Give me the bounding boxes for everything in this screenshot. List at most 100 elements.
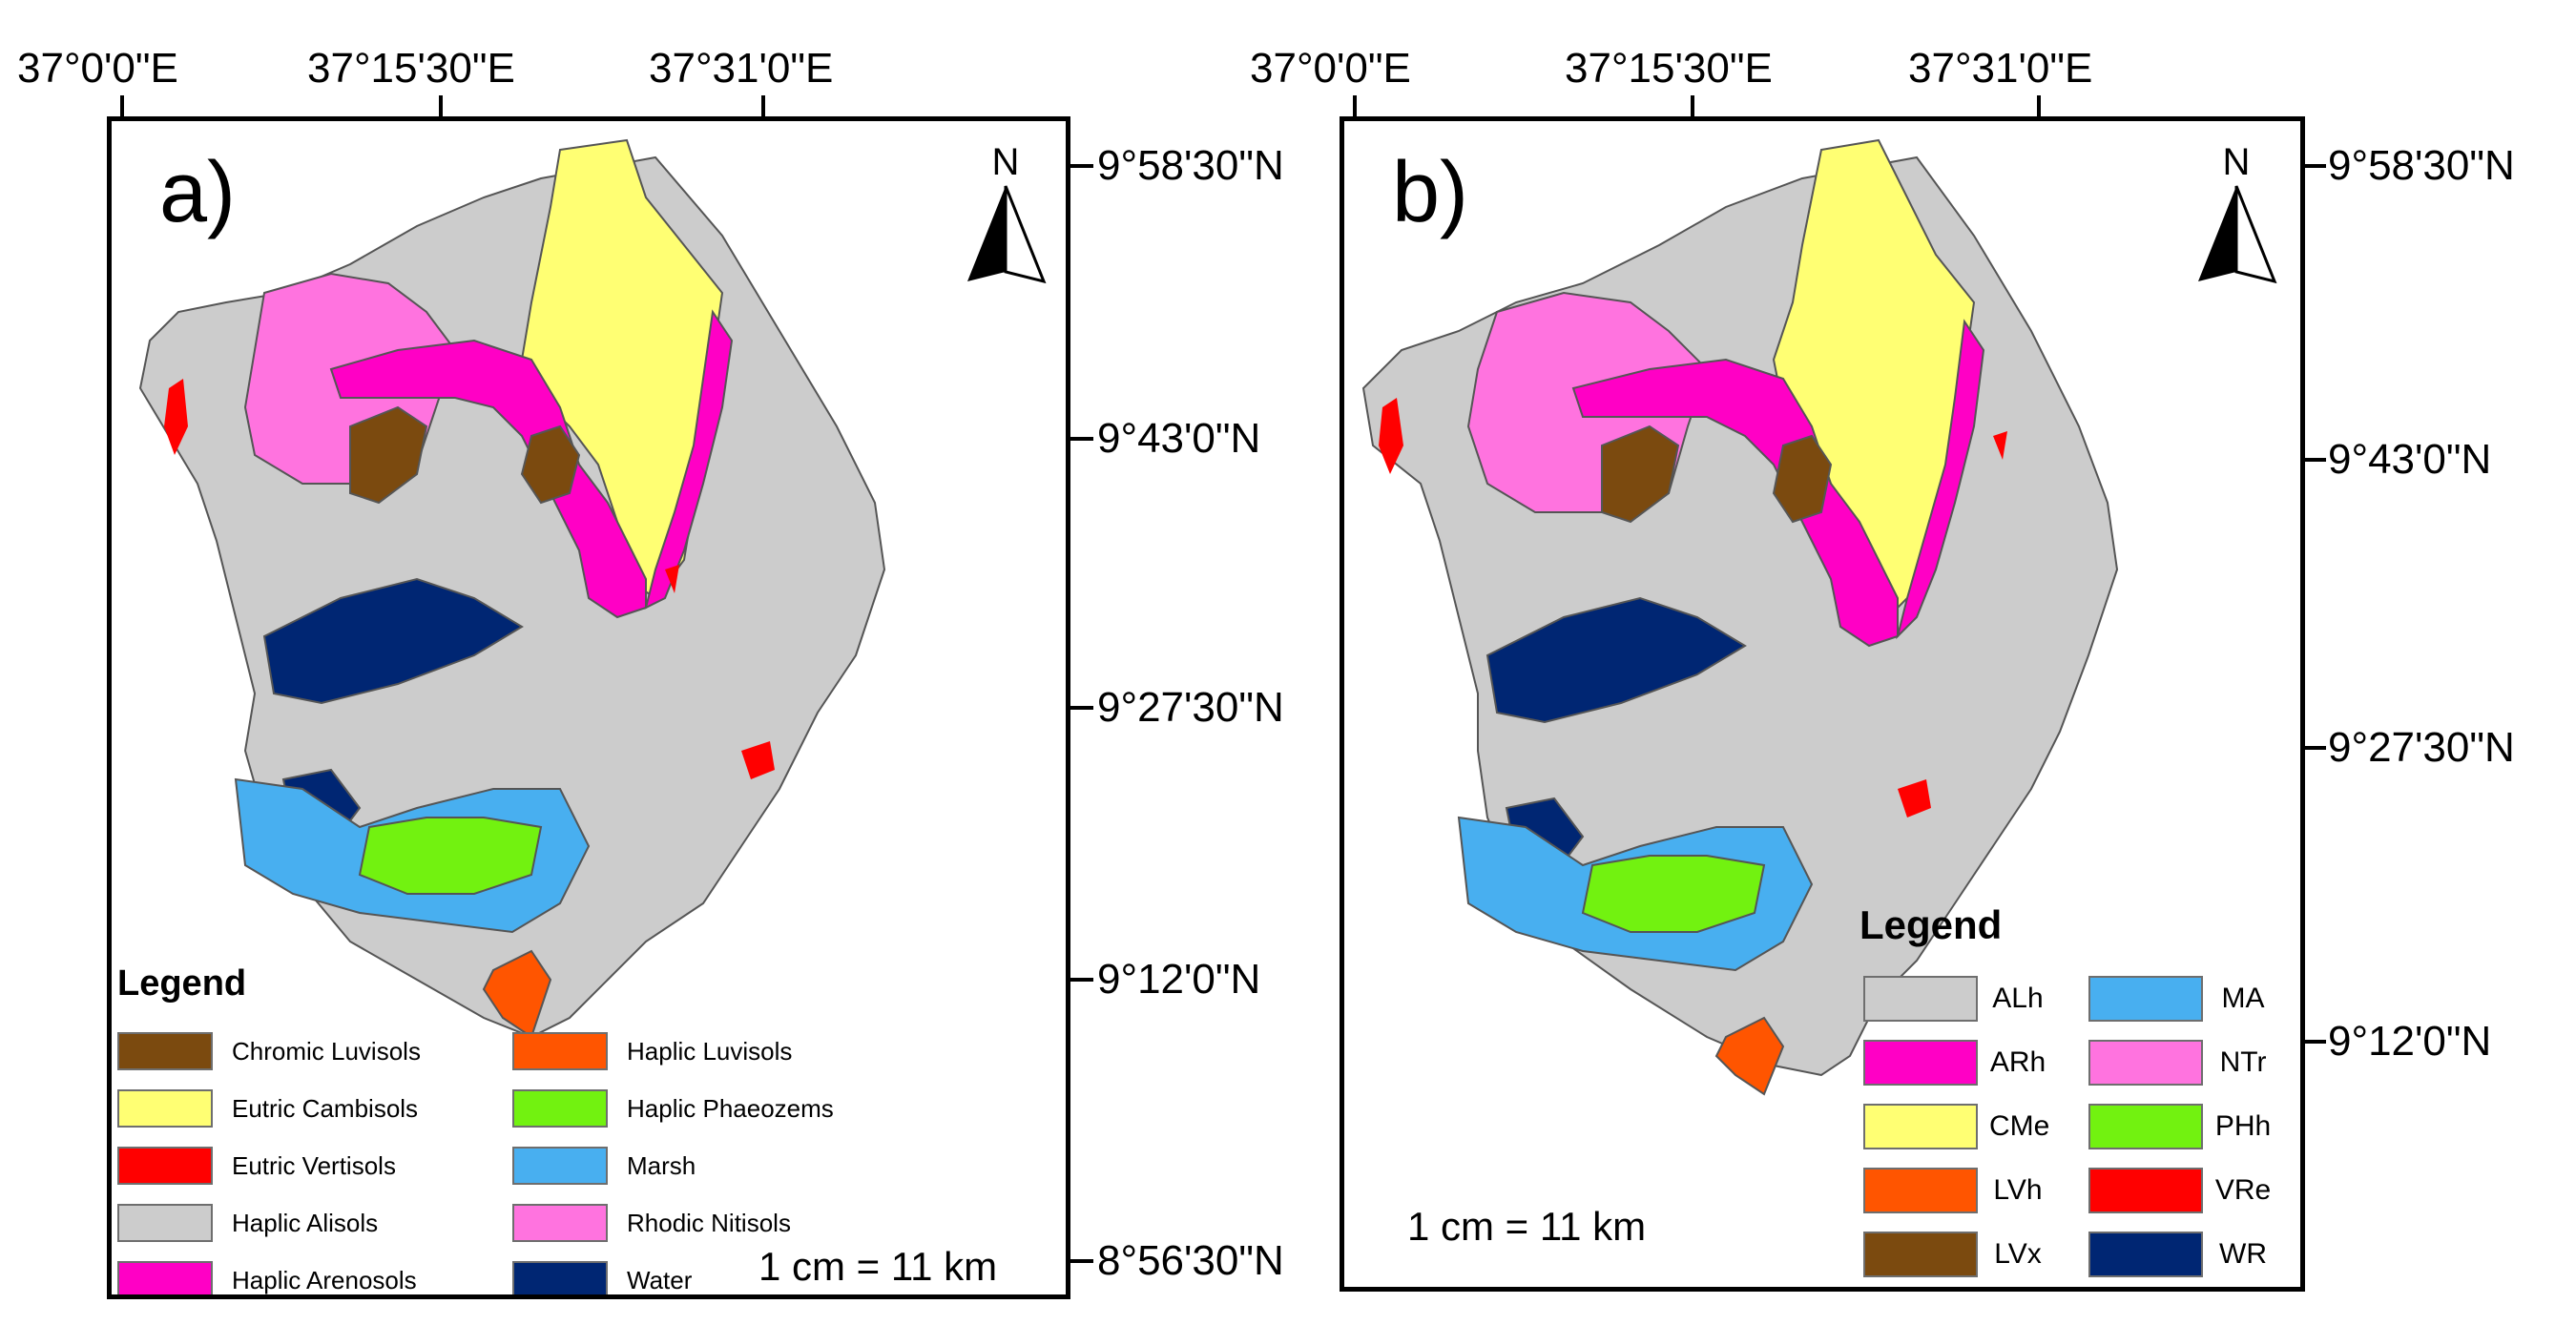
legend-swatch	[117, 1261, 213, 1294]
legend-swatch	[117, 1032, 213, 1070]
legend-item-a-10: Water	[512, 1261, 693, 1294]
lon-label-a-1: 37°0'0"E	[17, 45, 178, 92]
legend-label: Marsh	[627, 1151, 696, 1180]
lat-tick-b-1	[2303, 164, 2326, 168]
north-arrow-icon: N	[2198, 141, 2277, 284]
soil-map-b	[1361, 138, 2119, 1096]
lon-tick-a-3	[761, 95, 765, 118]
legend-swatch	[2088, 976, 2203, 1022]
north-arrow-icon: N	[967, 141, 1047, 284]
legend-label: Haplic Luvisols	[627, 1037, 793, 1066]
legend-item-a-5: Haplic Arenosols	[117, 1261, 417, 1294]
region-vre-b-2	[1898, 779, 1931, 818]
legend-swatch	[2088, 1168, 2203, 1213]
lat-label-a-3: 9°27'30"N	[1097, 684, 1284, 731]
region-arenosols-a	[329, 339, 647, 619]
legend-item-a-4: Haplic Alisols	[117, 1204, 378, 1242]
lat-label-b-4: 9°12'0"N	[2328, 1018, 2492, 1065]
scale-text-a: 1 cm = 11 km	[758, 1244, 998, 1289]
lon-label-a-3: 37°31'0"E	[649, 45, 834, 92]
legend-label: Water	[627, 1266, 693, 1294]
legend-swatch	[2088, 1232, 2203, 1277]
region-phaeozems-a	[358, 817, 543, 895]
legend-swatch	[512, 1032, 608, 1070]
lat-tick-b-4	[2303, 1040, 2326, 1044]
region-vertisols-a-3	[665, 565, 679, 593]
region-wr-b	[1485, 596, 1747, 724]
legend-item-a-3: Eutric Vertisols	[117, 1147, 396, 1185]
lat-tick-a-3	[1069, 706, 1093, 710]
legend-label: Eutric Cambisols	[232, 1094, 419, 1123]
legend-swatch	[1863, 1168, 1978, 1213]
region-vertisols-a-2	[741, 741, 775, 779]
lon-label-b-3: 37°31'0"E	[1908, 45, 2093, 92]
lat-label-a-1: 9°58'30"N	[1097, 142, 1284, 189]
lat-label-a-5: 8°56'30"N	[1097, 1237, 1284, 1284]
legend-title-a: Legend	[117, 963, 247, 1004]
region-arenosols-a-2	[644, 309, 734, 610]
legend-label: WR	[2219, 1238, 2267, 1270]
legend-swatch	[117, 1147, 213, 1185]
legend-label: LVh	[1993, 1174, 2043, 1206]
legend-swatch	[2088, 1104, 2203, 1149]
lon-tick-b-1	[1353, 95, 1357, 118]
region-lvx-b	[1601, 424, 1680, 524]
region-arh-b-2	[1896, 319, 1985, 640]
legend-label: Eutric Vertisols	[232, 1151, 396, 1180]
lon-label-b-2: 37°15'30"E	[1565, 45, 1773, 92]
legend-title-b: Legend	[1859, 902, 2003, 947]
legend-item-b-5: LVx	[1863, 1232, 2046, 1277]
region-vre-b	[1379, 398, 1403, 474]
legend-item-a-6: Haplic Luvisols	[512, 1032, 792, 1070]
legend-label: ALh	[1992, 983, 2044, 1014]
lat-label-b-3: 9°27'30"N	[2328, 724, 2515, 771]
lat-tick-a-5	[1069, 1259, 1093, 1263]
legend-item-a-8: Marsh	[512, 1147, 696, 1185]
lon-tick-b-3	[2037, 95, 2041, 118]
legend-label: CMe	[1989, 1110, 2050, 1142]
lat-tick-b-3	[2303, 746, 2326, 750]
region-vre-b-3	[1993, 431, 2007, 460]
legend-item-b-4: LVh	[1863, 1168, 2046, 1213]
legend-swatch	[512, 1089, 608, 1128]
legend-label: Haplic Phaeozems	[627, 1094, 834, 1123]
region-water-a	[262, 577, 524, 705]
lat-tick-a-2	[1069, 437, 1093, 441]
map-frame-a: a) N Legend Chromic Luvisols Eutric Camb…	[107, 116, 1070, 1299]
lat-label-b-1: 9°58'30"N	[2328, 142, 2515, 189]
lat-tick-b-2	[2303, 458, 2326, 462]
lon-tick-b-2	[1691, 95, 1694, 118]
legend-label: NTr	[2219, 1046, 2267, 1078]
legend-item-b-1: ALh	[1863, 976, 2046, 1022]
scale-text-b: 1 cm = 11 km	[1407, 1204, 1647, 1249]
legend-swatch	[1863, 976, 1978, 1022]
legend-item-b-3: CMe	[1863, 1104, 2050, 1149]
lon-label-a-2: 37°15'30"E	[307, 45, 515, 92]
legend-swatch	[512, 1147, 608, 1185]
legend-swatch	[117, 1089, 213, 1128]
region-chromic-a-2	[520, 424, 581, 505]
region-arh-b	[1571, 358, 1899, 648]
legend-swatch	[1863, 1040, 1978, 1086]
legend-swatch	[512, 1204, 608, 1242]
soil-map-a	[138, 138, 886, 1039]
legend-label: Haplic Arenosols	[232, 1266, 417, 1294]
lat-label-a-2: 9°43'0"N	[1097, 415, 1261, 462]
map-frame-b: b) N 1 cm = 11 km Legend ALh ARh CMe LVh…	[1340, 116, 2305, 1292]
legend-item-b-2: ARh	[1863, 1040, 2046, 1086]
region-lvh-b	[1714, 1016, 1785, 1096]
legend-item-a-2: Eutric Cambisols	[117, 1089, 418, 1128]
legend-item-b-10: WR	[2088, 1232, 2272, 1277]
legend-item-b-6: MA	[2088, 976, 2272, 1022]
lon-label-b-1: 37°0'0"E	[1250, 45, 1411, 92]
region-phh-b	[1581, 855, 1766, 933]
panel-label-b: b)	[1392, 145, 1469, 240]
legend-item-b-8: PHh	[2088, 1104, 2272, 1149]
legend-swatch	[1863, 1104, 1978, 1149]
region-chromic-a	[349, 405, 428, 505]
lat-label-b-2: 9°43'0"N	[2328, 436, 2492, 483]
legend-item-b-7: NTr	[2088, 1040, 2272, 1086]
legend-label: VRe	[2214, 1174, 2272, 1206]
legend-label: Rhodic Nitisols	[627, 1209, 791, 1237]
legend-swatch	[117, 1204, 213, 1242]
